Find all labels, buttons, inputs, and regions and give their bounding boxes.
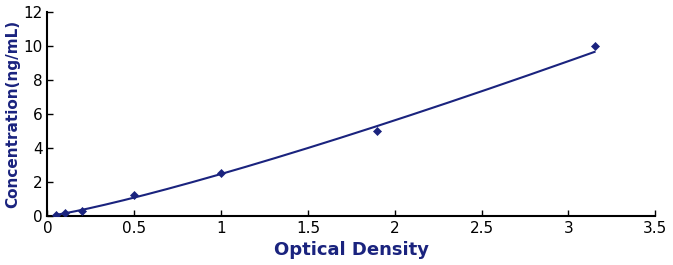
X-axis label: Optical Density: Optical Density (274, 241, 429, 259)
Y-axis label: Concentration(ng/mL): Concentration(ng/mL) (5, 20, 21, 208)
